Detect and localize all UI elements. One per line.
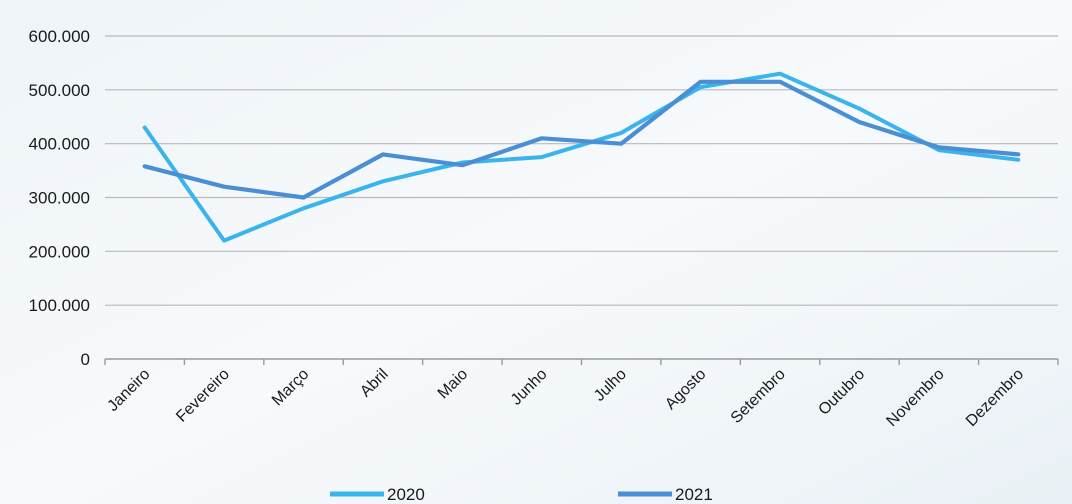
legend-label: 2021: [675, 485, 713, 504]
legend: 2020 2021: [330, 485, 713, 504]
y-tick-label: 600.000: [29, 27, 90, 46]
series-line-2020: [142, 71, 1021, 243]
series-line-2021: [142, 79, 1021, 200]
y-tick-label: 200.000: [29, 242, 90, 261]
y-tick-label: 300.000: [29, 189, 90, 208]
y-tick-label: 400.000: [29, 135, 90, 154]
y-tick-label: 500.000: [29, 81, 90, 100]
series-lines: [142, 71, 1021, 243]
y-axis-ticks: 0 100.000 200.000 300.000 400.000 500.000 600.…: [29, 27, 90, 369]
legend-label: 2020: [387, 485, 425, 504]
y-tick-label: 100.000: [29, 296, 90, 315]
y-tick-label: 0: [81, 350, 90, 369]
